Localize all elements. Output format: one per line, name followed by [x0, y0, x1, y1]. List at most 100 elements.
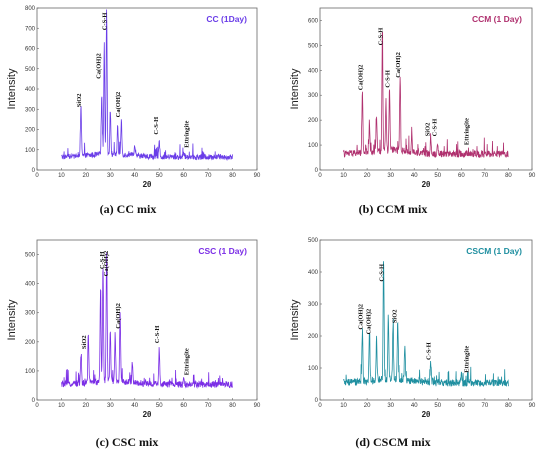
y-tick-label: 200 [308, 334, 319, 340]
peak-annotation: C-S-H [379, 264, 386, 282]
x-tick-label: 50 [156, 173, 163, 179]
legend-label: CC (1Day) [206, 14, 247, 24]
y-tick-label: 200 [25, 340, 36, 346]
x-tick-label: 50 [156, 403, 163, 409]
x-tick-label: 50 [434, 173, 441, 179]
chart-panel-4: 0 10 20 30 40 50 60 70 80 90 0 100 200 300 400 500 2θ Int… [289, 238, 536, 449]
y-tick-label: 600 [25, 47, 36, 53]
x-tick-label: 20 [83, 173, 90, 179]
x-tick-label: 30 [387, 403, 394, 409]
y-axis-label: Intensity [289, 299, 301, 340]
y-tick-label: 400 [25, 282, 36, 288]
peak-annotation: Ca(OH)2 [357, 304, 364, 330]
chart-panel-2: 0 10 20 30 40 50 60 70 80 90 0 100 200 300 400 500 600 2θ… [289, 7, 536, 216]
y-tick-label: 0 [32, 398, 36, 404]
peak-annotation: C-S-H [432, 119, 439, 137]
y-tick-label: 400 [25, 87, 36, 93]
y-tick-label: 300 [25, 107, 36, 113]
x-tick-label: 60 [180, 173, 187, 179]
x-tick-label: 80 [229, 403, 236, 409]
y-tick-label: 500 [25, 67, 36, 73]
peak-annotation: Ca(OH)2 [395, 52, 402, 78]
x-tick-label: 20 [83, 403, 90, 409]
x-tick-label: 40 [411, 173, 418, 179]
legend-label: CCM (1 Day) [472, 14, 522, 24]
legend-label: CSC (1 Day) [198, 246, 247, 256]
peak-annotation: Ettringite [463, 118, 470, 145]
peak-annotation: C-S-H [99, 251, 106, 269]
x-tick-label: 30 [387, 173, 394, 179]
spectrum-line [61, 252, 233, 389]
y-axis-label: Intensity [6, 299, 18, 340]
y-tick-label: 0 [32, 168, 36, 174]
peak-annotation: Ca(OH)2 [366, 309, 373, 335]
panel-caption: (d) CSCM mix [355, 435, 430, 449]
x-tick-label: 90 [529, 173, 536, 179]
x-axis-label: 2θ [143, 410, 152, 419]
x-tick-label: 70 [482, 173, 489, 179]
y-tick-label: 500 [25, 253, 36, 259]
y-tick-label: 400 [308, 270, 319, 276]
y-axis-label: Intensity [289, 68, 301, 109]
peak-annotation: Ca(OH)2 [115, 92, 122, 118]
plot-frame [36, 239, 258, 401]
peak-annotation: SiO2 [425, 123, 432, 137]
x-tick-label: 60 [180, 403, 187, 409]
peak-annotation: SiO2 [81, 335, 88, 349]
y-tick-label: 100 [308, 143, 319, 149]
spectrum-line [343, 261, 509, 387]
x-tick-label: 0 [35, 173, 39, 179]
spectrum-line [343, 32, 509, 159]
peak-annotation: Ettringite [463, 346, 470, 373]
x-tick-label: 0 [318, 403, 322, 409]
y-tick-label: 700 [25, 26, 36, 32]
plot-frame [319, 239, 533, 401]
x-tick-label: 70 [205, 403, 212, 409]
plot-frame [36, 7, 258, 171]
x-tick-label: 40 [411, 403, 418, 409]
plot-frame [319, 7, 533, 171]
x-tick-label: 10 [58, 173, 65, 179]
x-tick-label: 60 [458, 403, 465, 409]
y-tick-label: 300 [308, 93, 319, 99]
y-tick-label: 200 [308, 118, 319, 124]
peak-annotation: C-S-H [377, 28, 384, 46]
x-tick-label: 10 [58, 403, 65, 409]
legend-label: CSCM (1 Day) [466, 246, 522, 256]
x-tick-label: 10 [340, 403, 347, 409]
y-tick-label: 600 [308, 18, 319, 24]
x-tick-label: 80 [229, 173, 236, 179]
x-tick-label: 70 [482, 403, 489, 409]
peak-annotation: SiO2 [76, 93, 83, 107]
x-tick-label: 90 [254, 173, 261, 179]
peak-annotation: C-S-H [153, 117, 160, 135]
peak-annotation: C-S-H [102, 13, 109, 31]
y-tick-label: 0 [315, 398, 319, 404]
y-tick-label: 200 [25, 128, 36, 134]
y-tick-label: 500 [308, 238, 319, 244]
x-tick-label: 70 [205, 173, 212, 179]
y-tick-label: 500 [308, 43, 319, 49]
peak-annotation: Ca(OH)2 [96, 53, 103, 79]
x-tick-label: 0 [318, 173, 322, 179]
x-tick-label: 60 [458, 173, 465, 179]
x-tick-label: 80 [505, 403, 512, 409]
peak-annotation: SiO2 [392, 309, 399, 323]
peak-annotation: C-S-H [384, 70, 391, 88]
spectrum-line [61, 9, 233, 162]
x-tick-label: 50 [434, 403, 441, 409]
peak-annotation: C-S-H [154, 326, 161, 344]
panel-caption: (a) CC mix [100, 202, 157, 216]
y-tick-label: 300 [308, 302, 319, 308]
x-tick-label: 30 [107, 403, 114, 409]
chart-panel-3: 0 10 20 30 40 50 60 70 80 90 0 100 200 300 400 500 2θ Int… [6, 239, 261, 449]
y-tick-label: 300 [25, 311, 36, 317]
x-tick-label: 80 [505, 173, 512, 179]
y-axis-label: Intensity [6, 68, 18, 109]
peak-annotation: Ca(OH)2 [115, 303, 122, 329]
x-tick-label: 90 [254, 403, 261, 409]
x-tick-label: 10 [340, 173, 347, 179]
x-tick-label: 0 [35, 403, 39, 409]
peak-annotation: Ca(OH)2 [357, 65, 364, 91]
